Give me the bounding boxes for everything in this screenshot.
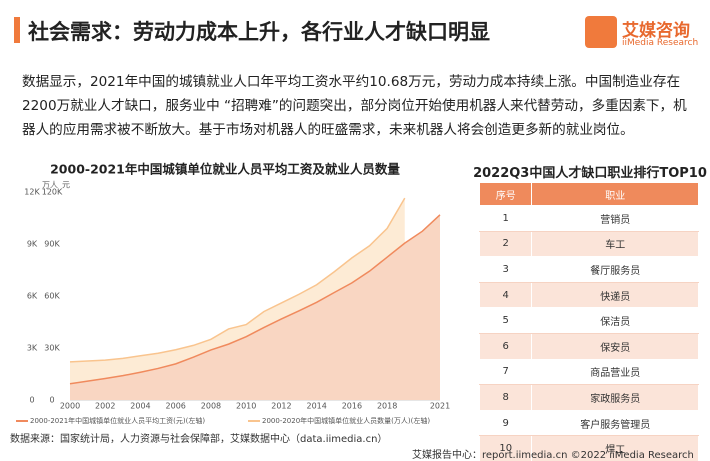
column-header: 序号 xyxy=(478,182,533,206)
table-row: 7 商品营业员 xyxy=(478,358,699,386)
table-cell: 1 xyxy=(478,205,533,232)
x-tick-label: 2018 xyxy=(377,402,397,411)
table-cell: 9 xyxy=(478,409,533,437)
table-cell: 7 xyxy=(478,358,533,386)
table-cell: 2 xyxy=(478,230,533,258)
y2-tick-label: 60K xyxy=(44,292,60,301)
y-unit: 万人 xyxy=(42,181,58,190)
table-cell: 营销员 xyxy=(531,205,699,232)
paragraph: 数据显示，2021年中国的城镇就业人口年平均工资水平约10.68万元，劳动力成本… xyxy=(22,74,687,138)
table-cell: 保安员 xyxy=(531,332,699,360)
table-title: 2022Q3中国人才缺口职业排行TOP10 xyxy=(473,166,707,181)
table-row: 9 客户服务管理员 xyxy=(478,409,699,437)
table-cell: 车工 xyxy=(531,230,699,258)
table-cell: 商品营业员 xyxy=(531,358,699,386)
table-cell: 6 xyxy=(478,332,533,360)
header-row: 序号 职业 xyxy=(478,182,699,206)
table-cell: 焊工 xyxy=(531,435,699,461)
table-row: 6 保安员 xyxy=(478,332,699,360)
y-tick-label: 9K xyxy=(27,240,38,249)
table-row: 10 焊工 xyxy=(478,435,699,461)
table-cell: 客户服务管理员 xyxy=(531,409,699,437)
table-row: 4 快递员 xyxy=(478,281,699,309)
y2-tick-label: 120K xyxy=(42,188,63,197)
x-tick-label: 2012 xyxy=(271,402,291,411)
y-tick-label: 6K xyxy=(27,292,38,301)
table: 序号 职业 1 营销员 2 车工 3 餐厅服务员 4 快递员 5 保洁员 6 保安员 7 商品营业员 8 家政服务… xyxy=(478,182,699,461)
table-row: 1 营销员 xyxy=(478,205,699,232)
legend-label: 2000-2021年中国城镇单位就业人员平均工资(元)(左轴) xyxy=(30,416,205,425)
table-row: 3 餐厅服务员 xyxy=(478,256,699,283)
logo-text: 艾媒咨询 xyxy=(622,21,690,41)
legend-label: 2000-2020年中国城镇单位就业人员数量(万人)(左轴) xyxy=(262,416,430,425)
table-row: 5 保洁员 xyxy=(478,307,699,334)
chart: 2000-2021年中国城镇单位就业人员平均工资及就业人员数量 万人 元 0 3K 6K… xyxy=(16,162,450,425)
x-tick-label: 2021 xyxy=(430,402,450,411)
line xyxy=(69,214,441,385)
table-cell: 8 xyxy=(478,384,533,411)
x-tick-label: 2002 xyxy=(95,402,115,411)
x-tick-label: 2008 xyxy=(201,402,221,411)
table-cell: 4 xyxy=(478,281,533,309)
table-cell: 家政服务员 xyxy=(531,384,699,411)
y-tick-label: 3K xyxy=(27,344,38,353)
y2-tick-label: 0 xyxy=(49,396,54,405)
table-cell: 5 xyxy=(478,307,533,334)
slide-title: 社会需求：劳动力成本上升，各行业人才缺口明显 xyxy=(28,20,490,44)
line xyxy=(69,197,406,363)
x-tick-label: 2006 xyxy=(166,402,186,411)
y-tick-label: 12K xyxy=(24,188,40,197)
y2-tick-label: 90K xyxy=(44,240,60,249)
chart-title: 2000-2021年中国城镇单位就业人员平均工资及就业人员数量 xyxy=(50,162,400,177)
table-cell: 快递员 xyxy=(531,281,699,309)
table-cell: 10 xyxy=(478,435,533,461)
logo-icon xyxy=(585,16,617,48)
table-row: 2 车工 xyxy=(478,230,699,258)
y2-unit: 元 xyxy=(62,181,70,190)
x-tick-label: 2014 xyxy=(306,402,326,411)
x-tick-label: 2010 xyxy=(236,402,256,411)
table-cell: 3 xyxy=(478,256,533,283)
table-cell: 保洁员 xyxy=(531,307,699,334)
x-tick-label: 2016 xyxy=(342,402,362,411)
x-tick-label: 2004 xyxy=(130,402,150,411)
x-tick-label: 2000 xyxy=(60,402,80,411)
area xyxy=(70,214,440,400)
table-cell: 餐厅服务员 xyxy=(531,256,699,283)
logo-subtext: iiMedia Research xyxy=(622,38,699,48)
table-row: 8 家政服务员 xyxy=(478,384,699,411)
footer: 艾媒报告中心：report.iimedia.cn ©2022 iiMedia R… xyxy=(412,450,694,461)
column-header: 职业 xyxy=(531,182,699,206)
y2-tick-label: 30K xyxy=(44,344,60,353)
y-tick-label: 0 xyxy=(29,396,34,405)
title-bar xyxy=(14,17,20,43)
source: 数据来源：国家统计局，人力资源与社会保障部，艾媒数据中心（data.iimedi… xyxy=(10,434,388,445)
